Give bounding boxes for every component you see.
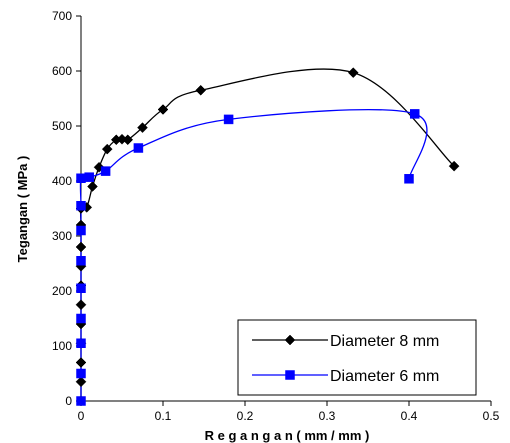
diameter-6mm-point <box>76 201 86 211</box>
diameter-8mm-point <box>101 143 113 155</box>
diameter-8mm-point <box>195 84 207 96</box>
y-tick-label: 700 <box>52 9 72 23</box>
legend-swatch-marker <box>284 334 296 346</box>
y-tick-label: 100 <box>52 339 72 353</box>
diameter-6mm-point <box>76 368 86 379</box>
diameter-6mm-point <box>76 173 86 183</box>
diameter-8mm-point <box>75 357 87 368</box>
x-tick-label: 0.4 <box>401 409 418 423</box>
y-tick-label: 600 <box>52 64 72 78</box>
y-tick-label: 500 <box>52 119 72 133</box>
series-markers <box>75 67 460 407</box>
y-tick-label: 300 <box>52 229 72 243</box>
y-axis-label: Tegangan ( MPa ) <box>15 156 30 263</box>
diameter-6mm-point <box>133 143 144 153</box>
y-tick-label: 200 <box>52 284 72 298</box>
diameter-6mm-point <box>223 114 234 125</box>
diameter-8mm-point <box>87 181 98 192</box>
x-tick-label: 0.5 <box>483 409 500 423</box>
diameter-6mm-point <box>409 109 420 119</box>
diameter-6mm-point <box>76 283 86 293</box>
diameter-6mm-point <box>76 313 86 324</box>
x-tick-label: 0.1 <box>155 409 172 423</box>
legend: Diameter 8 mm Diameter 6 mm <box>237 319 477 396</box>
x-tick-label: 0.3 <box>319 409 336 423</box>
diameter-6mm-point <box>100 166 111 176</box>
x-tick-label: 0 <box>78 409 85 423</box>
diameter-6mm-point <box>76 256 86 266</box>
diameter-8mm-point <box>75 376 87 388</box>
diameter-8mm-point <box>122 134 134 146</box>
diameter-6mm-point <box>76 225 86 236</box>
diameter-8mm-point <box>347 67 359 79</box>
x-tick-label: 0.2 <box>237 409 254 423</box>
diameter-6mm-point <box>76 338 86 348</box>
diameter-8mm-point <box>157 104 169 115</box>
legend-swatch-marker <box>285 370 295 380</box>
diameter-8mm-point <box>75 299 87 311</box>
diameter-8mm-point <box>75 241 87 253</box>
diameter-6mm-curve <box>79 109 428 401</box>
diameter-6mm-point <box>76 396 86 406</box>
diameter-8mm-point <box>137 122 148 134</box>
y-tick-label: 0 <box>65 394 72 408</box>
diameter-6mm-point <box>84 172 94 182</box>
x-axis-label: R e g a n g a n ( mm / mm ) <box>205 428 370 443</box>
diameter-8mm-point <box>448 160 460 172</box>
legend-label-diameter-6mm: Diameter 6 mm <box>330 368 439 385</box>
legend-box <box>237 319 477 396</box>
diameter-6mm-point <box>404 174 414 184</box>
y-tick-label: 400 <box>52 174 72 188</box>
legend-label-diameter-8mm: Diameter 8 mm <box>330 333 439 350</box>
